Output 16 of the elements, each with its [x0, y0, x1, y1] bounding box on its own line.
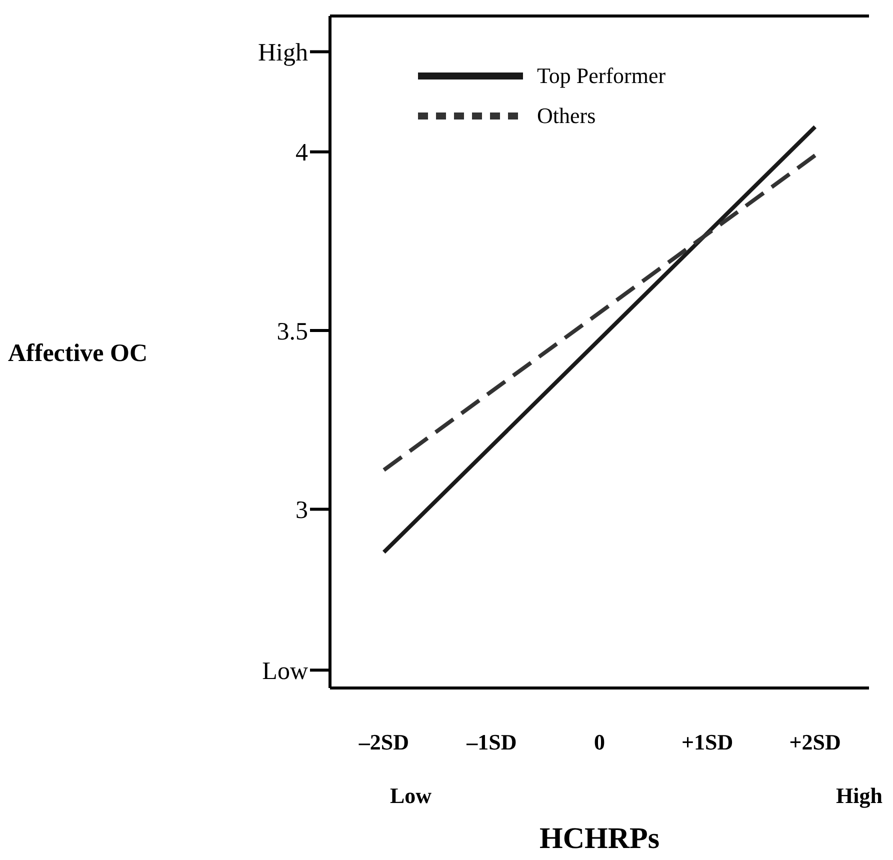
y-tick-label: 3 — [296, 497, 308, 524]
y-tick-label: High — [258, 40, 308, 67]
x-tick-label: +1SD — [681, 730, 734, 755]
x-tick-label: –2SD — [358, 730, 409, 755]
y-axis-title: Affective OC — [8, 340, 148, 367]
legend-label: Top Performer — [537, 63, 666, 89]
legend-label: Others — [537, 103, 596, 129]
y-tick-label: Low — [262, 658, 308, 686]
x-tick-label: –1SD — [466, 730, 517, 755]
y-tick-label: 3.5 — [276, 318, 308, 346]
axis-end-note: Low — [390, 783, 432, 809]
x-tick-label: 0 — [594, 730, 605, 755]
y-tick-label: 4 — [296, 140, 308, 167]
axis-end-note: High — [836, 783, 882, 809]
x-axis-title: HCHRPs — [540, 822, 660, 855]
x-tick-label: +2SD — [789, 730, 841, 755]
